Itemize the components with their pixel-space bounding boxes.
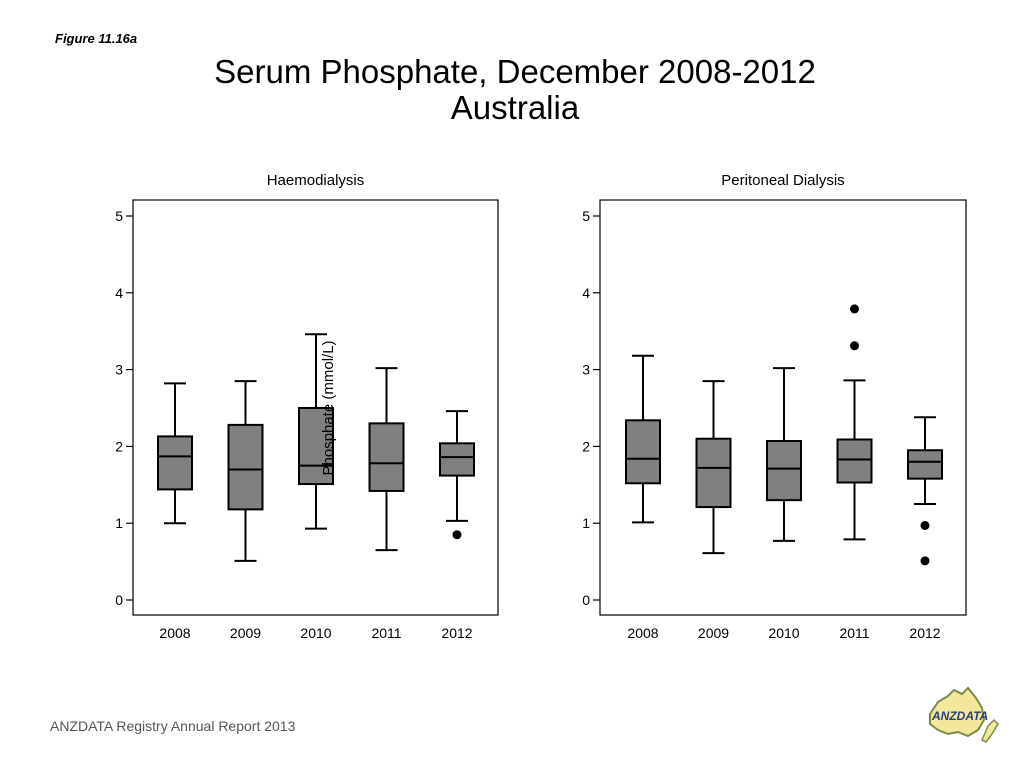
x-tick-label: 2012 (909, 625, 940, 641)
panel-title-0: Haemodialysis (267, 172, 365, 189)
box-iqr (695, 437, 732, 509)
y-tick-label: 2 (582, 438, 590, 454)
chart-title-line2: Australia (450, 89, 580, 126)
box-iqr (625, 419, 661, 485)
x-tick-label: 2009 (698, 625, 729, 641)
x-tick-label: 2008 (627, 625, 658, 641)
y-tick-label: 0 (115, 592, 123, 608)
y-tick-label: 3 (115, 362, 123, 378)
plot-frame-1 (599, 199, 967, 616)
y-tick-label: 4 (115, 285, 123, 301)
box-iqr (836, 438, 873, 484)
box-iqr (157, 435, 193, 491)
x-tick-label: 2010 (768, 625, 799, 641)
y-tick-label: 1 (582, 515, 590, 531)
outlier-point (452, 530, 462, 540)
box-iqr (298, 407, 334, 486)
y-axis-label: Phosphate (mmol/L) (320, 340, 337, 475)
x-tick-label: 2011 (371, 625, 401, 641)
chart-title-line1: Serum Phosphate, December 2008-2012 (214, 53, 816, 90)
plot-frame-0 (132, 199, 499, 616)
x-tick-label: 2010 (300, 625, 331, 641)
logo-text: ANZDATA (931, 709, 988, 723)
y-tick-label: 5 (582, 208, 590, 224)
outlier-point (920, 556, 930, 566)
box-iqr (907, 449, 943, 480)
figure-label: Figure 11.16a (55, 31, 138, 46)
anzdata-logo: ANZDATA (929, 686, 999, 743)
y-tick-label: 5 (115, 208, 123, 224)
box-iqr (766, 440, 802, 502)
new-zealand-map-icon (981, 718, 999, 743)
outlier-point (920, 521, 930, 531)
x-tick-label: 2011 (839, 625, 869, 641)
outlier-point (850, 304, 859, 314)
footer-text: ANZDATA Registry Annual Report 2013 (50, 718, 296, 734)
australia-map-icon (929, 686, 986, 738)
y-tick-label: 3 (582, 362, 590, 378)
outlier-point (850, 341, 859, 351)
box-iqr (368, 422, 405, 492)
y-tick-label: 4 (582, 285, 590, 301)
x-tick-label: 2009 (230, 625, 261, 641)
y-tick-label: 1 (115, 515, 123, 531)
chart-title: Serum Phosphate, December 2008-2012 Aust… (0, 54, 1024, 126)
panel-title-1: Peritoneal Dialysis (721, 172, 844, 189)
y-tick-label: 0 (582, 592, 590, 608)
y-tick-label: 2 (115, 438, 123, 454)
x-tick-label: 2008 (159, 625, 190, 641)
x-tick-label: 2012 (441, 625, 472, 641)
box-iqr (227, 423, 264, 511)
box-iqr (439, 442, 475, 477)
